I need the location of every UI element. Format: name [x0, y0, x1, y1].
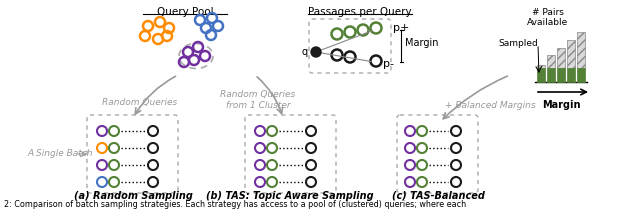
- Bar: [537, 68, 545, 82]
- Circle shape: [311, 47, 321, 57]
- Text: (a) Random Sampling: (a) Random Sampling: [74, 191, 193, 201]
- Text: q: q: [302, 47, 308, 57]
- Text: Sampled: Sampled: [499, 39, 538, 49]
- Text: Random Queries
from 1 Cluster: Random Queries from 1 Cluster: [220, 90, 296, 110]
- Text: Query Pool: Query Pool: [157, 7, 213, 17]
- Text: Margin: Margin: [405, 38, 438, 48]
- Text: p+: p+: [393, 23, 410, 33]
- Bar: [577, 32, 585, 68]
- Bar: [577, 68, 585, 82]
- Text: Passages per Query: Passages per Query: [308, 7, 412, 17]
- Text: (b) TAS: Topic Aware Sampling: (b) TAS: Topic Aware Sampling: [206, 191, 374, 201]
- Bar: [567, 40, 575, 68]
- Text: Margin: Margin: [541, 100, 580, 110]
- Bar: [567, 68, 575, 82]
- Bar: [547, 68, 555, 82]
- Text: + Balanced Margins: + Balanced Margins: [445, 100, 535, 110]
- Text: A Single Batch: A Single Batch: [28, 150, 93, 158]
- Text: Random Queries: Random Queries: [102, 97, 178, 107]
- Text: # Pairs
Available: # Pairs Available: [527, 8, 568, 27]
- Bar: [547, 55, 555, 68]
- Bar: [557, 68, 565, 82]
- Bar: [537, 65, 545, 68]
- Text: 2: Comparison of batch sampling strategies. Each strategy has access to a pool o: 2: Comparison of batch sampling strategi…: [4, 200, 466, 209]
- Text: p-: p-: [383, 59, 394, 69]
- Text: (c) TAS-Balanced: (c) TAS-Balanced: [392, 191, 484, 201]
- Bar: [557, 48, 565, 68]
